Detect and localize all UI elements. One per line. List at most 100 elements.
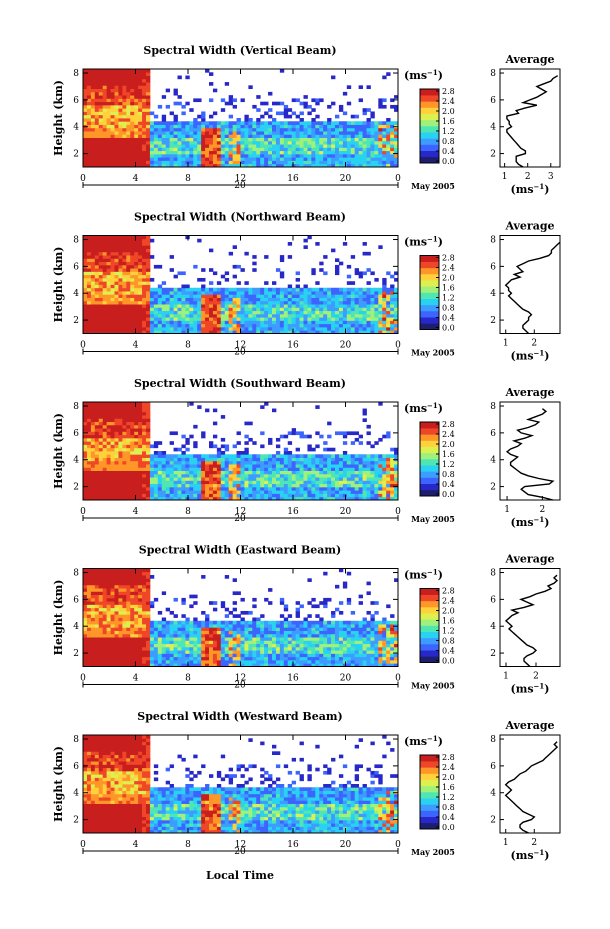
heatmap-cell — [236, 320, 241, 325]
heatmap-cell — [354, 437, 360, 442]
heatmap-cell — [102, 248, 108, 253]
heatmap-cell — [90, 460, 96, 465]
heatmap-cell — [394, 486, 399, 491]
heatmap-cell — [335, 121, 340, 125]
heatmap-cell — [149, 307, 155, 312]
heatmap-cell — [382, 330, 387, 334]
heatmap-cell — [358, 137, 363, 142]
heatmap-cell — [193, 300, 198, 305]
heatmap-cell — [83, 473, 88, 478]
heatmap-cell — [362, 304, 367, 308]
heatmap-cell — [83, 483, 88, 488]
heatmap-cell — [94, 630, 100, 635]
heatmap-cell — [130, 496, 135, 501]
heatmap-cell — [291, 157, 297, 161]
heatmap-cell — [142, 127, 147, 132]
heatmap-cell — [114, 313, 119, 318]
heatmap-cell — [224, 147, 230, 152]
heatmap-cell — [287, 470, 293, 475]
heatmap-cell — [201, 464, 206, 468]
heatmap-cell — [212, 490, 218, 494]
heatmap-cell — [193, 121, 198, 125]
heatmap-cell — [177, 153, 182, 158]
heatmap-cell — [157, 313, 163, 318]
heatmap-cell — [394, 454, 399, 458]
heatmap-cell — [98, 330, 104, 334]
heatmap-cell — [165, 104, 171, 109]
heatmap-cell — [291, 470, 297, 475]
heatmap-cell — [173, 88, 178, 93]
heatmap-cell — [161, 291, 167, 295]
heatmap-cell — [106, 405, 111, 409]
heatmap-cell — [138, 258, 143, 263]
heatmap-cell — [83, 320, 88, 325]
heatmap-cell — [177, 160, 182, 165]
heatmap-cell — [106, 418, 111, 422]
heatmap-cell — [323, 124, 328, 129]
heatmap-cell — [138, 294, 143, 298]
heatmap-cell — [212, 134, 218, 138]
heatmap-cell — [122, 85, 127, 89]
heatmap-cell — [260, 467, 265, 471]
heatmap-cell — [342, 242, 348, 246]
heatmap-cell — [83, 160, 88, 165]
heatmap-cell — [134, 313, 139, 318]
heatmap-cell — [102, 134, 108, 138]
heatmap-cell — [189, 300, 194, 305]
heatmap-cell — [90, 114, 96, 119]
heatmap-cell — [90, 470, 96, 475]
heatmap-cell — [331, 101, 336, 106]
heatmap-cell — [126, 245, 131, 249]
heatmap-cell — [275, 313, 281, 318]
heatmap-cell — [130, 490, 135, 494]
heatmap-cell — [114, 447, 119, 452]
heatmap-cell — [86, 650, 92, 654]
heatmap-cell — [264, 160, 269, 165]
heatmap-cell — [106, 160, 111, 165]
heatmap-cell — [248, 291, 253, 295]
heatmap-cell — [114, 114, 119, 119]
heatmap-cell — [90, 441, 96, 445]
heatmap-cell — [142, 121, 147, 125]
colorbar-tick-label: 1.6 — [442, 450, 455, 459]
average-unit-exp: −1 — [534, 349, 545, 358]
heatmap-cell — [275, 153, 281, 158]
heatmap-cell — [173, 118, 178, 122]
heatmap-cell — [248, 121, 253, 125]
heatmap-cell — [268, 454, 273, 458]
heatmap-cell — [83, 121, 88, 125]
heatmap-cell — [362, 307, 367, 312]
heatmap-cell — [102, 284, 108, 289]
heatmap-cell — [110, 467, 115, 471]
heatmap-cell — [126, 483, 131, 488]
heatmap-cell — [169, 157, 174, 161]
heatmap-cell — [114, 82, 119, 86]
heatmap-cell — [142, 75, 147, 80]
heatmap-cell — [90, 408, 96, 413]
heatmap-cell — [319, 291, 324, 295]
heatmap-cell — [295, 271, 300, 276]
heatmap-cell — [165, 134, 171, 138]
heatmap-cell — [327, 150, 332, 155]
heatmap-cell — [86, 91, 92, 96]
heatmap-cell — [327, 160, 332, 165]
heatmap-cell — [256, 464, 261, 468]
heatmap-cell — [287, 477, 293, 481]
y-axis-label: Height (km) — [52, 80, 65, 156]
heatmap-cell — [102, 496, 108, 501]
heatmap-cell — [169, 480, 174, 485]
heatmap-cell — [268, 114, 273, 119]
heatmap-cell — [335, 134, 340, 138]
heatmap-cell — [228, 140, 234, 145]
heatmap-cell — [153, 297, 159, 302]
heatmap-cell — [256, 150, 261, 155]
heatmap-cell — [122, 284, 127, 289]
heatmap-cell — [248, 150, 253, 155]
heatmap-cell — [94, 428, 100, 432]
heatmap-cell — [86, 633, 92, 638]
heatmap-cell — [315, 323, 320, 328]
colorbar-tick-label: 0.8 — [442, 304, 455, 313]
heatmap-cell — [173, 460, 178, 465]
heatmap-cell — [386, 317, 391, 321]
heatmap-cell — [146, 470, 151, 475]
